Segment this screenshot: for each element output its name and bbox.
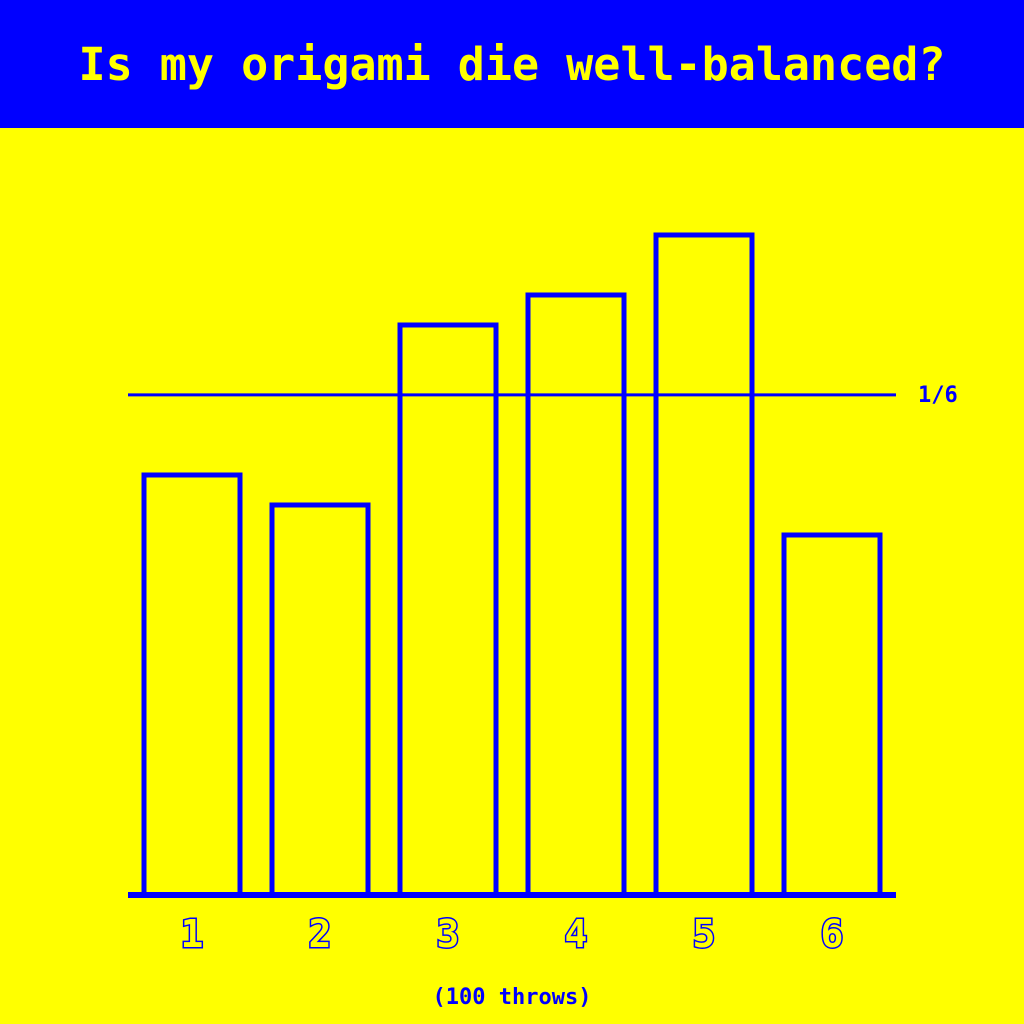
x-tick-label-1: 1 (181, 912, 204, 956)
bar-6 (781, 532, 883, 898)
x-tick-labels: 1 2 3 4 5 6 (179, 911, 845, 958)
bars-group (141, 232, 883, 898)
bar-3 (397, 322, 499, 898)
x-tick-label-3: 3 (437, 912, 460, 956)
chart-title: Is my origami die well-balanced? (78, 37, 946, 91)
x-tick-label-4: 4 (565, 912, 588, 956)
x-tick-label-2: 2 (309, 912, 332, 956)
x-tick-label-6: 6 (821, 912, 844, 956)
reference-line-label: 1/6 (918, 383, 958, 408)
title-banner: Is my origami die well-balanced? (0, 0, 1024, 128)
bar-1 (141, 472, 243, 898)
bar-4 (525, 292, 627, 898)
x-tick-label-5: 5 (693, 912, 716, 956)
bar-5 (653, 232, 755, 898)
chart-caption: (100 throws) (433, 985, 592, 1010)
bar-2 (269, 502, 371, 898)
